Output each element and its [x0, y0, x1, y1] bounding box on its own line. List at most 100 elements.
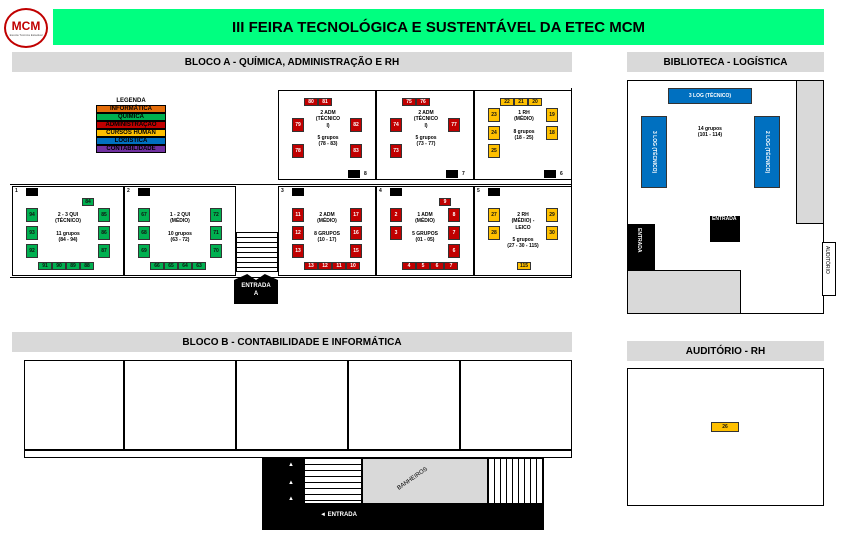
group-table: 20	[528, 98, 542, 106]
room-number: 3	[281, 188, 284, 194]
door-block	[138, 188, 150, 196]
group-table: 84	[82, 198, 94, 206]
room-number: 7	[462, 171, 465, 177]
group-table: 79	[292, 118, 304, 132]
room-label: 1 ADM (MÉDIO) 5 GRUPOS (01 - 05)	[412, 212, 438, 243]
group-table: 6	[430, 262, 444, 270]
group-table: 7	[448, 226, 460, 240]
group-table: 15	[350, 244, 362, 258]
biblio-right-table: 2 LOG (TÉCNICO)	[754, 116, 780, 188]
arrow-up-icon: ▲	[288, 462, 294, 468]
door-block	[390, 188, 402, 196]
group-table: 67	[138, 208, 150, 222]
group-table: 6	[448, 244, 460, 258]
biblioteca-entrada-label: ENTRADA	[636, 228, 642, 253]
group-table: 86	[98, 226, 110, 240]
group-table: 85	[98, 208, 110, 222]
group-table: 25	[488, 144, 500, 158]
group-table: 16	[350, 226, 362, 240]
biblioteca-corner	[627, 270, 741, 314]
group-table: 13	[292, 244, 304, 258]
legend-item: CONTABILIDADE	[96, 145, 166, 153]
auditorio-table: 26	[711, 422, 739, 432]
group-table: 11	[292, 208, 304, 222]
group-table: 115	[517, 262, 531, 270]
door-block	[292, 188, 304, 196]
group-table: 13	[304, 262, 318, 270]
group-table: 22	[500, 98, 514, 106]
biblioteca-title: BIBLIOTECA - LOGÍSTICA	[627, 52, 824, 72]
bloco-a-title: BLOCO A - QUÍMICA, ADMINISTRAÇÃO E RH	[12, 52, 572, 72]
biblioteca-wall	[796, 80, 824, 224]
group-table: 4	[402, 262, 416, 270]
group-table: 94	[26, 208, 38, 222]
door-block	[544, 170, 556, 178]
group-table: 64	[178, 262, 192, 270]
bloco-a-corridor	[10, 184, 572, 186]
page-title: III FEIRA TECNOLÓGICA E SUSTENTÁVEL DA E…	[53, 9, 824, 45]
banheiros	[362, 458, 488, 504]
legend-item: LOGÍSTICA	[96, 137, 166, 145]
room-label: 2 ADM (MÉDIO) 8 GRUPOS (10 - 17)	[314, 212, 340, 243]
group-table: 76	[416, 98, 430, 106]
stairs-b	[304, 458, 362, 504]
room-label: 2 - 3 QUI (TÉCNICO) 11 grupos (84 - 94)	[55, 212, 81, 243]
arrow-up-icon: ▲	[288, 496, 294, 502]
group-table: 29	[546, 208, 558, 222]
biblioteca-entrada2-label: ENTRADA	[712, 216, 737, 222]
group-table: 92	[26, 244, 38, 258]
group-table: 2	[390, 208, 402, 222]
group-table: 90	[52, 262, 66, 270]
group-table: 12	[292, 226, 304, 240]
bloco-b-corridor	[24, 450, 572, 458]
group-table: 9	[439, 198, 451, 206]
group-table: 8	[448, 208, 460, 222]
group-table: 93	[26, 226, 38, 240]
entrada-b-label: ◄ ENTRADA	[320, 512, 357, 518]
group-table: 78	[292, 144, 304, 158]
bloco-b-title: BLOCO B - CONTABILIDADE E INFORMÁTICA	[12, 332, 572, 352]
group-table: 24	[488, 126, 500, 140]
group-table: 69	[138, 244, 150, 258]
room-b-info1f	[236, 360, 348, 450]
group-table: 83	[350, 144, 362, 158]
group-table: 23	[488, 108, 500, 122]
group-table: 71	[210, 226, 222, 240]
group-table: 12	[318, 262, 332, 270]
biblioteca-entrada[interactable]	[627, 224, 655, 270]
group-table: 66	[150, 262, 164, 270]
group-table: 87	[98, 244, 110, 258]
group-table: 11	[332, 262, 346, 270]
room-label: 2 RH (MÉDIO) - LEICO 5 grupos (27 - 30 -…	[507, 212, 539, 250]
auditorio-title: AUDITÓRIO - RH	[627, 341, 824, 361]
room-number: 1	[15, 188, 18, 194]
group-table: 5	[416, 262, 430, 270]
group-table: 17	[350, 208, 362, 222]
legend: LEGENDA INFORMÁTICA QUÍMICA ADMINISTRAÇÃ…	[96, 98, 166, 153]
room-number: 2	[127, 188, 130, 194]
biblio-top-table: 3 LOG (TÉCNICO)	[668, 88, 752, 104]
door-block	[348, 170, 360, 178]
legend-item: INFORMÁTICA	[96, 105, 166, 113]
group-table: 7	[444, 262, 458, 270]
door-block	[26, 188, 38, 196]
group-table: 28	[488, 226, 500, 240]
entrada-b-bar[interactable]	[262, 504, 544, 530]
group-table: 21	[514, 98, 528, 106]
room-label: 1 - 2 QUI (MÉDIO) 10 grupos (63 - 72)	[168, 212, 192, 243]
room-b-info2c	[348, 360, 460, 450]
room-label: 1 RH (MÉDIO) 8 grupos (18 - 25)	[513, 110, 535, 141]
legend-item: ADMINISTRAÇÃO	[96, 121, 166, 129]
group-table: 89	[66, 262, 80, 270]
group-table: 81	[318, 98, 332, 106]
door-block	[446, 170, 458, 178]
room-number: 6	[560, 171, 563, 177]
stairs-b2	[488, 458, 544, 504]
stairs-a	[236, 232, 278, 272]
group-table: 18	[546, 126, 558, 140]
biblioteca-entrada2[interactable]	[710, 216, 740, 242]
door-block	[488, 188, 500, 196]
room-label: 2 ADM (TÉCNICO I) 5 grupos (73 - 77)	[413, 110, 439, 148]
logo: MCM Escola Técnica Estadual	[4, 8, 48, 48]
room-number: 4	[379, 188, 382, 194]
